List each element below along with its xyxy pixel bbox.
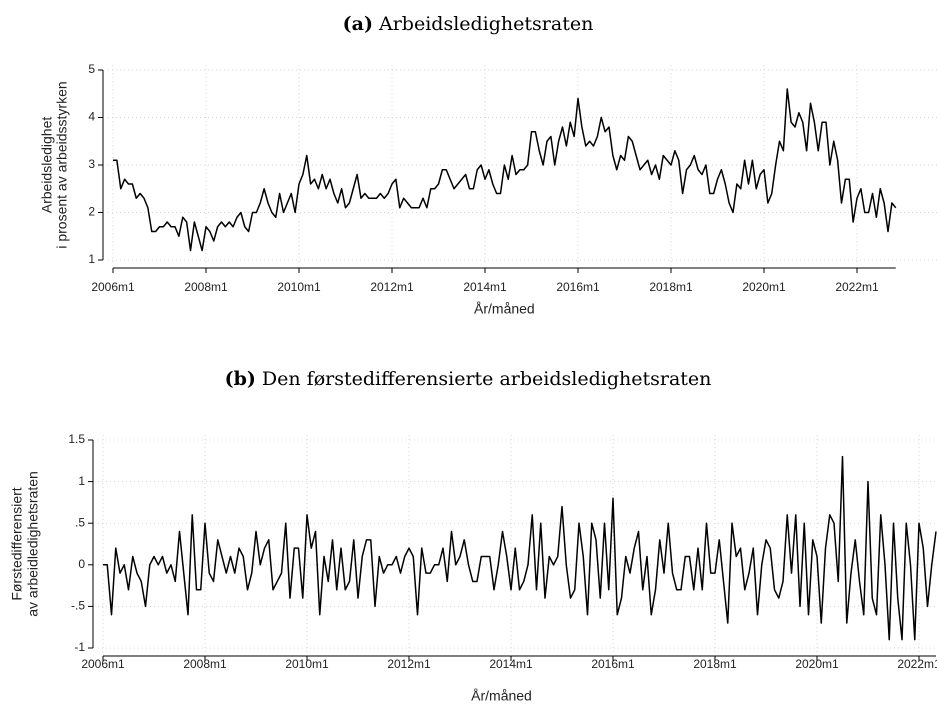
y-tick-label: 1 [78,474,85,488]
y-axis-label: Arbeidsledighet [39,117,55,214]
y-axis-label: i prosent av arbeidsstyrken [54,81,70,248]
y-tick-label: 3 [88,157,95,171]
x-tick-label: 2014m1 [463,280,507,294]
x-tick-label: 2012m1 [387,657,431,671]
x-tick-label: 2020m1 [795,657,839,671]
data-line [113,88,897,252]
y-tick-label: -1 [74,640,85,654]
panel-title: (a) Arbeidsledighetsraten [343,13,594,35]
x-axis-label: År/måned [471,688,532,704]
x-tick-label: 2020m1 [742,280,786,294]
panel-title-text: Den førstedifferensierte arbeidsledighet… [262,368,711,390]
x-axis-label: År/måned [474,301,535,317]
y-tick-label: 4 [88,110,95,124]
y-tick-label: 1.5 [68,432,85,446]
y-tick-label: 2 [88,205,95,219]
x-tick-label: 2008m1 [183,657,227,671]
x-tick-label: 2022m1 [897,657,937,671]
y-tick-label: 1 [88,252,95,266]
y-tick-label: .5 [75,515,85,529]
x-tick-label: 2010m1 [285,657,329,671]
panel-title: (b) Den førstedifferensierte arbeidsledi… [225,368,712,390]
y-tick-label: 5 [88,62,95,76]
x-tick-label: 2016m1 [591,657,635,671]
y-tick-label: -.5 [71,599,85,613]
x-tick-label: 2016m1 [556,280,600,294]
x-tick-label: 2006m1 [91,280,135,294]
panel-label: (a) [343,13,373,35]
y-axis-label: av arbeidledighetsraten [25,471,41,617]
x-tick-label: 2006m1 [81,657,125,671]
panel-title-text: Arbeidsledighetsraten [378,13,593,35]
x-tick-label: 2012m1 [370,280,414,294]
x-tick-label: 2018m1 [693,657,737,671]
y-tick-label: 0 [78,557,85,571]
y-axis-label: Førstedifferensiert [9,487,25,600]
x-tick-label: 2010m1 [277,280,321,294]
panel-label: (b) [225,368,256,390]
x-tick-label: 2014m1 [489,657,533,671]
x-tick-label: 2018m1 [649,280,693,294]
x-tick-label: 2022m1 [835,280,879,294]
data-line [103,455,937,641]
x-tick-label: 2008m1 [184,280,228,294]
